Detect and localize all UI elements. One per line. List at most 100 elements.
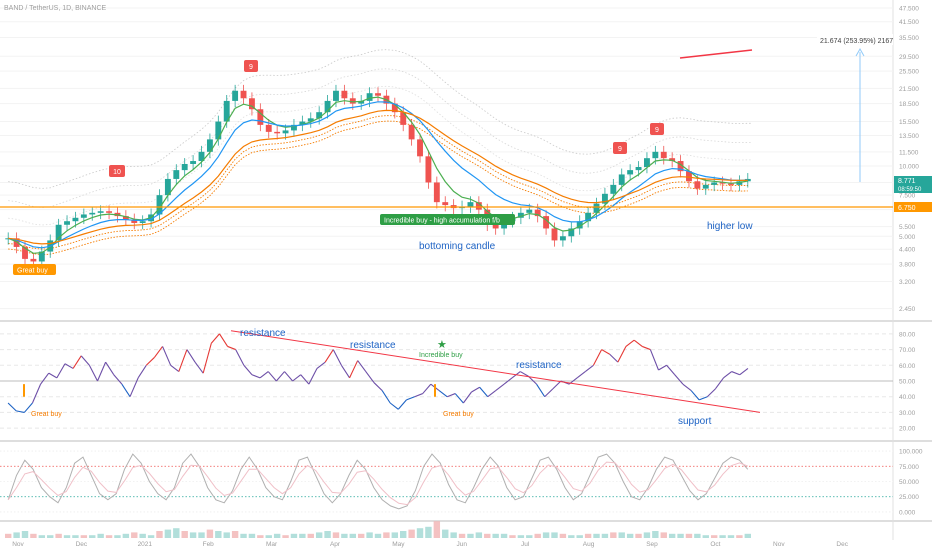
time-tick-label: Jul [521, 541, 530, 548]
candle-body [694, 181, 701, 189]
rsi-segment [259, 371, 269, 379]
candle-body [400, 112, 407, 125]
price-tick-label: 3.200 [899, 279, 916, 286]
price-tick-label: 13.500 [899, 133, 919, 140]
ema-slow-line [8, 109, 748, 245]
volume-bar [332, 532, 340, 538]
volume-bar [131, 532, 138, 538]
volume-bar [223, 532, 230, 538]
stoch-tick-label: 50.000 [899, 479, 919, 486]
volume-bar [357, 533, 365, 538]
volume-bar [475, 532, 483, 538]
volume-bar [349, 533, 356, 538]
volume-bar [383, 532, 390, 538]
svg-text:9: 9 [655, 127, 659, 134]
rsi-segment [357, 360, 367, 372]
svg-text:08:59:50: 08:59:50 [898, 187, 922, 193]
stoch-rsi-panel [0, 450, 893, 513]
volume-bar [156, 531, 163, 538]
volume-bar [38, 535, 46, 538]
candle-body [13, 238, 20, 247]
rsi-segment [414, 393, 423, 398]
sequential-marker-9-feb: 9 [244, 60, 258, 72]
rsi-segment [633, 339, 643, 347]
volume-bar [526, 535, 533, 538]
volume-bar [442, 529, 449, 538]
volume-bar [593, 533, 600, 538]
volume-bar [736, 535, 743, 538]
channel-band-upper [8, 68, 752, 208]
rsi-segment [576, 371, 586, 379]
volume-bar [240, 533, 247, 538]
rsi-segment [251, 374, 261, 379]
rsi-segment [194, 361, 204, 374]
volume-bar [257, 535, 264, 538]
rsi-segment [80, 355, 90, 366]
time-tick-label: Nov [12, 541, 24, 548]
rsi-segment [96, 361, 107, 382]
candle-body [375, 93, 381, 96]
rsi-segment [503, 377, 513, 385]
rsi-segment [16, 410, 25, 413]
candle-body [551, 228, 558, 241]
rsi-segment [617, 346, 627, 363]
rsi-segment [723, 371, 733, 379]
volume-bar [265, 535, 272, 538]
rsi-segment [275, 371, 285, 382]
candle-body [22, 246, 28, 259]
volume-bar [374, 533, 382, 538]
candle-body [585, 212, 592, 222]
channel-band-upper [8, 85, 752, 226]
volume-bar [450, 532, 457, 538]
volume-bar [618, 532, 625, 538]
rsi-segment [487, 389, 497, 398]
rsi-segment [324, 349, 334, 363]
rsi-segment [495, 383, 505, 391]
stoch-tick-label: 75.000 [899, 464, 919, 471]
rsi-segment [674, 374, 684, 385]
candle-body [442, 202, 449, 206]
candle-body [417, 139, 423, 157]
volume-bar [72, 535, 79, 538]
volume-bar [366, 532, 373, 538]
candle-body [349, 98, 356, 104]
measure-label: 21.674 (253.95%) 2167 [820, 38, 893, 45]
candle-body [198, 151, 205, 162]
rsi-segment [340, 364, 351, 379]
sequential-marker-9-sep: 9 [650, 123, 664, 135]
price-overlays [7, 49, 753, 254]
volume-bar [551, 532, 558, 538]
volume-bar [626, 533, 634, 538]
volume-bar [408, 529, 415, 538]
rsi-segment [7, 402, 17, 412]
volume-bar [425, 526, 432, 538]
candle-body [333, 90, 339, 101]
svg-text:Incredible buy - high accumula: Incredible buy - high accumulation f/b [384, 218, 500, 225]
price-tick-label: 25.500 [899, 69, 919, 76]
price-tick-label: 18.500 [899, 101, 919, 108]
volume-bar [727, 535, 735, 538]
price-tick-label: 2.450 [899, 306, 916, 313]
candle-body [425, 156, 432, 183]
rsi-segment [31, 383, 42, 404]
symbol-title: BAND / TetherUS, 1D, BINANCE [4, 5, 107, 12]
price-tick-label: 21.500 [899, 86, 919, 93]
price-tick-label: 41.500 [899, 19, 919, 26]
candle-body [38, 251, 45, 262]
volume-bar [391, 532, 399, 538]
time-tick-label: May [392, 541, 405, 548]
volume-bar [467, 533, 474, 538]
candle-body [164, 178, 171, 196]
great-buy-label: Great buy [13, 264, 56, 275]
time-tick-label: Jun [457, 541, 468, 548]
candle-body [97, 211, 104, 213]
candle-body [408, 124, 415, 140]
candle-body [652, 151, 659, 159]
candle-body [139, 221, 146, 223]
candle-body [677, 161, 684, 172]
volume-bar [80, 535, 88, 538]
candle-body [190, 161, 197, 164]
rsi-segment [373, 382, 383, 391]
rsi-segment [365, 371, 375, 383]
